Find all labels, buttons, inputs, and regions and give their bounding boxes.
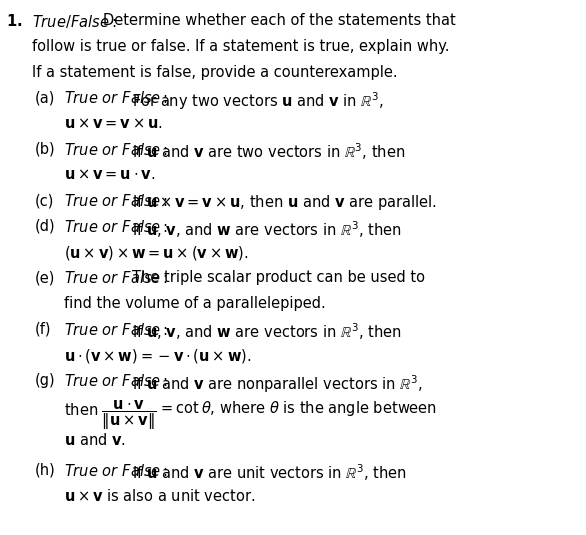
Text: If $\mathbf{u}$, $\mathbf{v}$, and $\mathbf{w}$ are vectors in $\mathbb{R}^3$, t: If $\mathbf{u}$, $\mathbf{v}$, and $\mat… (132, 219, 401, 240)
Text: $\it{True\ or\ False:}$: $\it{True\ or\ False:}$ (64, 90, 168, 106)
Text: $\mathbf{u} \times \mathbf{v} = \mathbf{u} \cdot \mathbf{v}.$: $\mathbf{u} \times \mathbf{v} = \mathbf{… (64, 167, 156, 182)
Text: (a): (a) (35, 90, 56, 105)
Text: $\it{True\ or\ False:}$: $\it{True\ or\ False:}$ (64, 373, 168, 389)
Text: The triple scalar product can be used to: The triple scalar product can be used to (132, 270, 425, 285)
Text: $\it{True\ or\ False:}$: $\it{True\ or\ False:}$ (64, 219, 168, 235)
Text: $\it{True/False:}$: $\it{True/False:}$ (32, 13, 117, 30)
Text: $\mathbf{u} \times \mathbf{v} = \mathbf{v} \times \mathbf{u}.$: $\mathbf{u} \times \mathbf{v} = \mathbf{… (64, 116, 163, 131)
Text: $\it{True\ or\ False:}$: $\it{True\ or\ False:}$ (64, 463, 168, 479)
Text: If $\mathbf{u}$, $\mathbf{v}$, and $\mathbf{w}$ are vectors in $\mathbb{R}^3$, t: If $\mathbf{u}$, $\mathbf{v}$, and $\mat… (132, 322, 401, 342)
Text: Determine whether each of the statements that: Determine whether each of the statements… (103, 13, 455, 28)
Text: (e): (e) (35, 270, 56, 285)
Text: If a statement is false, provide a counterexample.: If a statement is false, provide a count… (32, 65, 398, 80)
Text: $(\mathbf{u} \times \mathbf{v}) \times \mathbf{w} = \mathbf{u} \times (\mathbf{v: $(\mathbf{u} \times \mathbf{v}) \times \… (64, 244, 249, 263)
Text: then $\dfrac{\mathbf{u} \cdot \mathbf{v}}{\|\mathbf{u} \times \mathbf{v}\|}$: then $\dfrac{\mathbf{u} \cdot \mathbf{v}… (64, 399, 157, 432)
Text: (d): (d) (35, 219, 56, 234)
Text: $\mathbf{u} \cdot (\mathbf{v} \times \mathbf{w}) = -\mathbf{v} \cdot (\mathbf{u}: $\mathbf{u} \cdot (\mathbf{v} \times \ma… (64, 347, 252, 365)
Text: If $\mathbf{u}$ and $\mathbf{v}$ are two vectors in $\mathbb{R}^3$, then: If $\mathbf{u}$ and $\mathbf{v}$ are two… (132, 142, 406, 163)
Text: For any two vectors $\mathbf{u}$ and $\mathbf{v}$ in $\mathbb{R}^3$,: For any two vectors $\mathbf{u}$ and $\m… (132, 90, 384, 112)
Text: follow is true or false. If a statement is true, explain why.: follow is true or false. If a statement … (32, 39, 449, 54)
Text: If $\mathbf{u}$ and $\mathbf{v}$ are nonparallel vectors in $\mathbb{R}^3$,: If $\mathbf{u}$ and $\mathbf{v}$ are non… (132, 373, 423, 395)
Text: (f): (f) (35, 322, 52, 337)
Text: $\it{True\ or\ False:}$: $\it{True\ or\ False:}$ (64, 270, 168, 286)
Text: If $\mathbf{u} \times \mathbf{v} = \mathbf{v} \times \mathbf{u}$, then $\mathbf{: If $\mathbf{u} \times \mathbf{v} = \math… (132, 193, 437, 212)
Text: (h): (h) (35, 463, 56, 478)
Text: $\it{True\ or\ False:}$: $\it{True\ or\ False:}$ (64, 142, 168, 158)
Text: (g): (g) (35, 373, 56, 388)
Text: If $\mathbf{u}$ and $\mathbf{v}$ are unit vectors in $\mathbb{R}^3$, then: If $\mathbf{u}$ and $\mathbf{v}$ are uni… (132, 463, 407, 484)
Text: $\mathbf{u} \times \mathbf{v}$ is also a unit vector.: $\mathbf{u} \times \mathbf{v}$ is also a… (64, 488, 255, 505)
Text: $= \cot\theta$, where $\theta$ is the angle between: $= \cot\theta$, where $\theta$ is the an… (158, 399, 437, 418)
Text: (b): (b) (35, 142, 56, 157)
Text: $\it{True\ or\ False:}$: $\it{True\ or\ False:}$ (64, 193, 168, 209)
Text: $\mathbf{u}$ and $\mathbf{v}$.: $\mathbf{u}$ and $\mathbf{v}$. (64, 432, 127, 448)
Text: find the volume of a parallelepiped.: find the volume of a parallelepiped. (64, 296, 326, 311)
Text: $\it{True\ or\ False:}$: $\it{True\ or\ False:}$ (64, 322, 168, 338)
Text: (c): (c) (35, 193, 54, 208)
Text: $\mathbf{1.}$: $\mathbf{1.}$ (6, 13, 22, 29)
